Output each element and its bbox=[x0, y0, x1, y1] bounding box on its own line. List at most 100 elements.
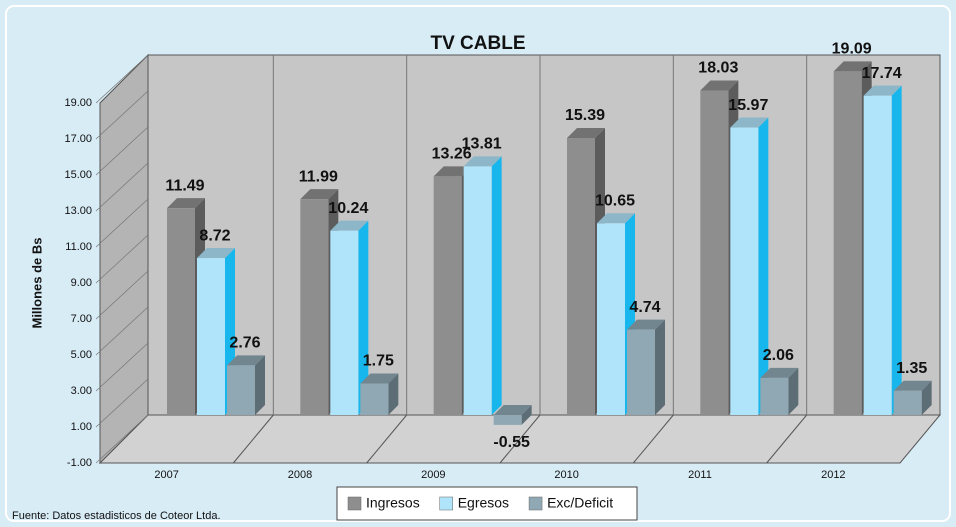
y-tick-label: 13.00 bbox=[64, 205, 92, 217]
y-tick-label: 19.00 bbox=[64, 97, 92, 109]
back-wall bbox=[147, 54, 941, 416]
tick-mark bbox=[95, 126, 149, 176]
bar bbox=[300, 199, 329, 415]
data-label: 1.75 bbox=[363, 353, 394, 370]
bar bbox=[433, 176, 462, 415]
x-tick-label: 2007 bbox=[154, 469, 178, 481]
bar-top bbox=[463, 156, 502, 167]
bar-side bbox=[891, 85, 902, 416]
bar-side bbox=[491, 156, 502, 416]
y-tick-label: 15.00 bbox=[64, 169, 92, 181]
bar-side bbox=[521, 405, 532, 425]
bar bbox=[330, 230, 359, 415]
bar-top bbox=[863, 85, 902, 96]
bar-side bbox=[758, 117, 769, 415]
tick-mark bbox=[95, 270, 149, 320]
bar bbox=[627, 329, 655, 415]
bar bbox=[597, 223, 625, 415]
x-tick-label: 2012 bbox=[821, 469, 845, 481]
data-label: 19.09 bbox=[832, 41, 872, 58]
bar bbox=[360, 383, 389, 415]
bar-side bbox=[358, 220, 369, 415]
legend-swatch bbox=[347, 496, 362, 511]
bar bbox=[197, 258, 225, 415]
bar-side bbox=[655, 319, 665, 415]
legend bbox=[336, 486, 638, 521]
legend-label: Egresos bbox=[458, 495, 509, 511]
y-tick-label: 7.00 bbox=[71, 313, 92, 325]
floor-divider bbox=[632, 414, 674, 464]
x-tick-label: 2011 bbox=[688, 469, 712, 481]
tick-mark bbox=[95, 54, 149, 104]
bar-top bbox=[730, 117, 769, 128]
bar-top bbox=[300, 189, 339, 200]
bar bbox=[700, 90, 729, 416]
tick-mark bbox=[95, 90, 149, 140]
bar bbox=[567, 137, 595, 416]
data-label: 13.81 bbox=[462, 136, 502, 153]
bar-top bbox=[833, 61, 872, 72]
bar-top bbox=[227, 355, 265, 366]
bar-top bbox=[893, 380, 932, 391]
bar-side bbox=[388, 373, 399, 415]
y-tick-label: 17.00 bbox=[64, 133, 92, 145]
data-label: 18.03 bbox=[698, 60, 738, 77]
bar bbox=[760, 377, 789, 415]
bar-top bbox=[330, 220, 369, 231]
tick-mark bbox=[95, 306, 149, 356]
data-label: 10.24 bbox=[328, 200, 368, 217]
bar bbox=[833, 71, 862, 415]
tick-mark bbox=[95, 198, 149, 248]
bar bbox=[863, 95, 892, 416]
data-label: -0.55 bbox=[493, 434, 530, 451]
data-label: 11.49 bbox=[165, 177, 204, 194]
legend-label: Ingresos bbox=[366, 495, 420, 511]
bar-top bbox=[167, 198, 205, 209]
bar-top bbox=[360, 373, 399, 384]
bar-top bbox=[627, 319, 665, 330]
data-label: 2.76 bbox=[229, 335, 260, 352]
bar bbox=[730, 127, 759, 415]
data-label: 10.65 bbox=[595, 193, 635, 210]
bar bbox=[493, 415, 522, 425]
side-wall bbox=[99, 53, 149, 465]
legend-swatch bbox=[528, 496, 543, 511]
floor-divider bbox=[499, 414, 541, 464]
frame bbox=[5, 5, 951, 522]
data-label: 11.99 bbox=[299, 168, 338, 185]
tick-mark bbox=[95, 414, 149, 464]
x-tick-label: 2009 bbox=[421, 469, 445, 481]
y-tick-label: 5.00 bbox=[71, 349, 92, 361]
y-tick-label: 9.00 bbox=[71, 277, 92, 289]
floor-divider bbox=[366, 414, 408, 464]
bar-top bbox=[700, 80, 739, 91]
bar bbox=[167, 208, 195, 415]
legend-swatch bbox=[439, 496, 453, 511]
data-label: 13.26 bbox=[432, 146, 472, 163]
legend-label: Exc/Deficit bbox=[547, 495, 613, 511]
bar-top bbox=[197, 248, 235, 259]
source: Fuente: Datos estadisticos de Coteor Ltd… bbox=[12, 510, 221, 522]
data-label: 15.39 bbox=[565, 107, 605, 124]
x-tick-label: 2010 bbox=[554, 469, 578, 481]
y-tick-label: 3.00 bbox=[71, 385, 92, 397]
tick-mark bbox=[95, 378, 149, 428]
y-tick-label: 1.00 bbox=[71, 421, 92, 433]
data-label: 8.72 bbox=[199, 227, 230, 244]
data-label: 1.35 bbox=[896, 360, 927, 377]
bar-side bbox=[921, 380, 932, 415]
y-tick-label: -1.00 bbox=[67, 457, 92, 469]
data-label: 17.74 bbox=[862, 65, 902, 82]
data-label: 4.74 bbox=[629, 299, 660, 316]
x-tick-label: 2008 bbox=[288, 469, 312, 481]
y-axis-label: Millones de Bs bbox=[29, 237, 44, 328]
bar-top bbox=[597, 213, 635, 224]
bar bbox=[893, 390, 922, 415]
data-label: 2.06 bbox=[763, 347, 794, 364]
bar bbox=[227, 365, 255, 415]
bar bbox=[463, 166, 492, 415]
bar-top bbox=[760, 367, 799, 378]
chart-title: TV CABLE bbox=[431, 33, 526, 54]
tick-mark bbox=[95, 342, 149, 392]
bar-side bbox=[255, 355, 265, 415]
